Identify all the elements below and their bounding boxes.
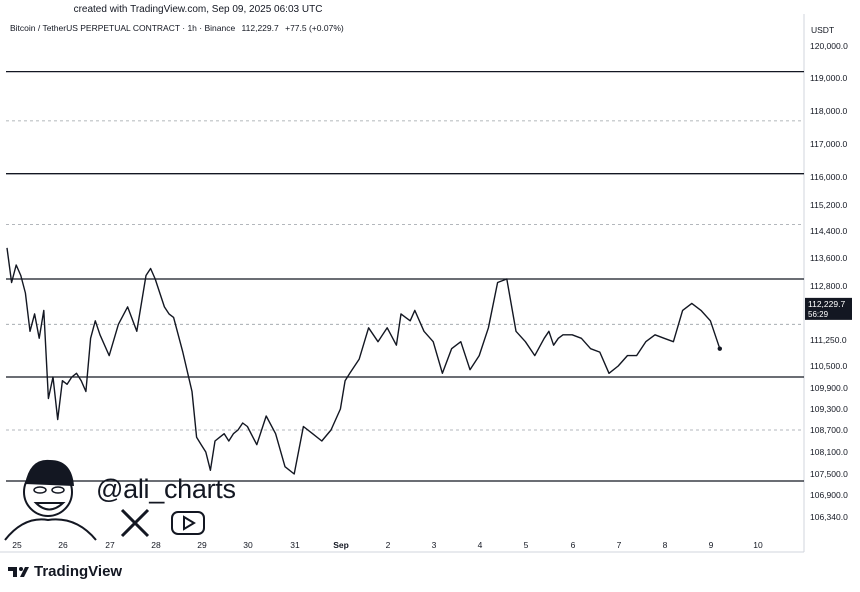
- y-tick-label: 115,200.0: [810, 200, 847, 210]
- y-tick-label: 118,000.0: [810, 106, 847, 116]
- created-caption: created with TradingView.com, Sep 09, 20…: [73, 4, 323, 15]
- last-price: 112,229.7: [241, 23, 279, 33]
- y-tick-label: 116,000.0: [810, 172, 847, 182]
- tradingview-logo: TradingView: [8, 563, 122, 580]
- x-tick-label: 26: [58, 540, 68, 550]
- y-tick-label: 113,600.0: [810, 253, 847, 263]
- x-tick-label: 4: [478, 540, 483, 550]
- x-tick-label: 27: [105, 540, 115, 550]
- avatar-caricature: [4, 459, 97, 541]
- current-price-value: 112,229.7: [808, 299, 845, 309]
- x-tick-label: 28: [151, 540, 161, 550]
- y-tick-label: 106,900.0: [810, 490, 848, 500]
- y-tick-label: 108,700.0: [810, 425, 848, 435]
- last-price-dot: [717, 346, 722, 351]
- y-tick-label: 119,000.0: [810, 73, 847, 83]
- x-tick-label: Sep: [333, 540, 349, 550]
- x-tick-label: 5: [524, 540, 529, 550]
- x-tick-label: 30: [243, 540, 253, 550]
- price-line: [6, 247, 721, 475]
- x-tick-label: 29: [197, 540, 207, 550]
- y-tick-label: 117,000.0: [810, 139, 847, 149]
- current-price-box: 112,229.7 56:29: [805, 297, 852, 320]
- y-tick-label: 108,100.0: [810, 447, 848, 457]
- x-tick-label: 8: [663, 540, 668, 550]
- price-change: +77.5 (+0.07%): [285, 23, 344, 33]
- candle-countdown: 56:29: [808, 310, 829, 319]
- y-tick-label: 112,800.0: [810, 281, 847, 291]
- y-tick-label: 110,500.0: [810, 361, 847, 371]
- x-tick-label: 6: [571, 540, 576, 550]
- x-tick-label: 7: [617, 540, 622, 550]
- y-tick-label: 109,900.0: [810, 383, 848, 393]
- x-tick-label: 9: [709, 540, 714, 550]
- x-logo-icon: [120, 508, 150, 538]
- author-handle: @ali_charts: [96, 474, 236, 504]
- x-tick-label: 2: [386, 540, 391, 550]
- tradingview-wordmark: TradingView: [34, 563, 123, 580]
- youtube-icon: [171, 511, 205, 535]
- symbol-title: Bitcoin / TetherUS PERPETUAL CONTRACT · …: [10, 23, 236, 33]
- x-tick-label: 31: [290, 540, 300, 550]
- x-tick-label: 10: [753, 540, 763, 550]
- x-tick-label: 25: [12, 540, 22, 550]
- symbol-header: Bitcoin / TetherUS PERPETUAL CONTRACT · …: [10, 23, 348, 33]
- y-tick-label: 114,400.0: [810, 226, 847, 236]
- x-tick-label: 3: [432, 540, 437, 550]
- y-tick-label: 109,300.0: [810, 404, 848, 414]
- y-tick-label: 120,000.0: [810, 41, 848, 51]
- y-tick-label: 106,340.0: [810, 512, 848, 522]
- y-tick-label: 111,250.0: [810, 335, 847, 345]
- tradingview-mark-icon: [8, 566, 29, 577]
- y-tick-label: 107,500.0: [810, 469, 848, 479]
- axis-unit-label: USDT: [811, 25, 835, 35]
